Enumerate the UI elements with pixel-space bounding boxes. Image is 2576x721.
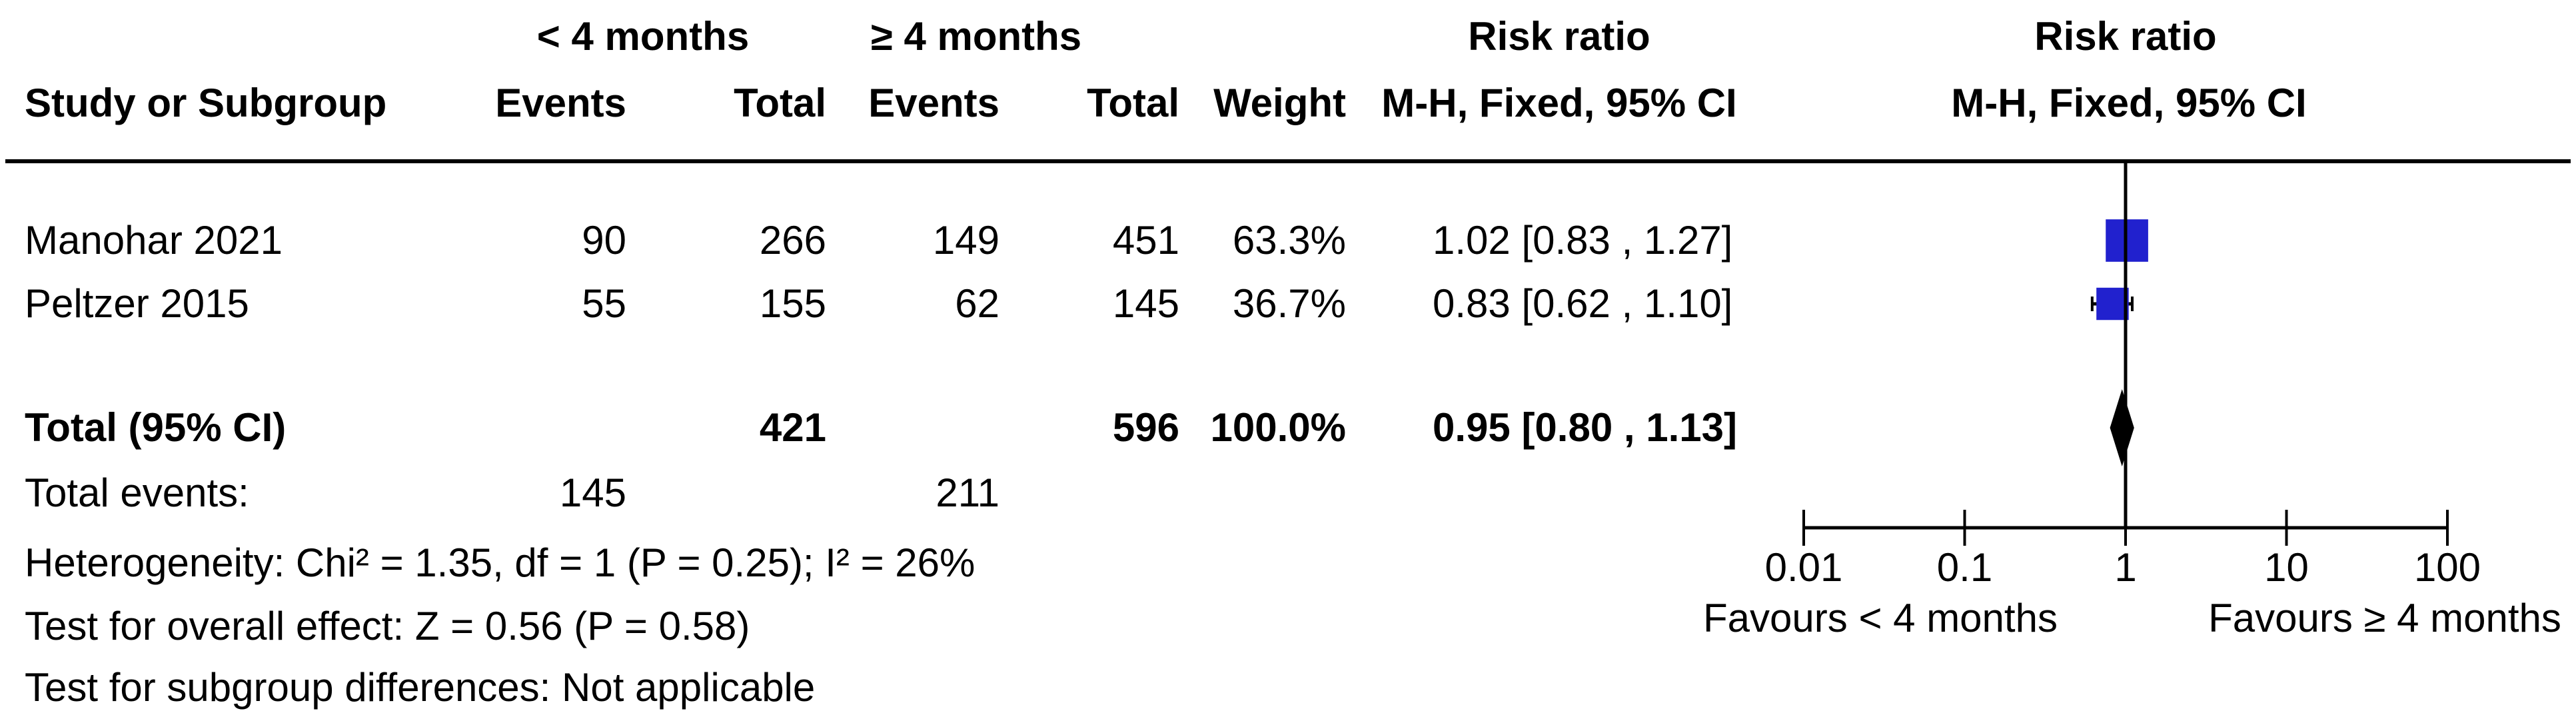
study-total1: 155	[759, 281, 826, 326]
total-row-weight: 100.0%	[1210, 405, 1347, 450]
overall-effect-note: Test for overall effect: Z = 0.56 (P = 0…	[25, 604, 750, 648]
heterogeneity-note: Heterogeneity: Chi² = 1.35, df = 1 (P = …	[25, 540, 975, 585]
total-row-label: Total (95% CI)	[25, 405, 287, 450]
axis-tick-label: 0.1	[1936, 545, 1993, 590]
column-header-total2: Total	[1087, 81, 1179, 125]
column-group-header-risk-ratio-plot: Risk ratio	[2034, 14, 2217, 59]
study-name: Manohar 2021	[25, 218, 283, 263]
column-header-study: Study or Subgroup	[25, 81, 387, 125]
subgroup-differences-note: Test for subgroup differences: Not appli…	[25, 665, 816, 710]
axis-tick-label: 100	[2413, 545, 2481, 590]
study-ci-text: 1.02 [0.83 , 1.27]	[1433, 218, 1733, 263]
study-weight: 63.3%	[1232, 218, 1346, 263]
study-total2: 451	[1112, 218, 1179, 263]
total-events-label: Total events:	[25, 470, 249, 515]
study-events2: 149	[932, 218, 999, 263]
favours-left-label: Favours < 4 months	[1703, 596, 2058, 640]
study-total1: 266	[759, 218, 826, 263]
study-total2: 145	[1112, 281, 1179, 326]
total-row-ci-text: 0.95 [0.80 , 1.13]	[1433, 405, 1737, 450]
total-events-value1: 145	[559, 470, 626, 515]
column-header-total1: Total	[734, 81, 826, 125]
study-events1: 90	[582, 218, 626, 263]
favours-right-label: Favours ≥ 4 months	[2208, 596, 2561, 640]
axis-tick-label: 0.01	[1764, 545, 1843, 590]
study-name: Peltzer 2015	[25, 281, 249, 326]
column-header-mh-ci-plot: M-H, Fixed, 95% CI	[1951, 81, 2307, 125]
total-row-total2: 596	[1112, 405, 1179, 450]
axis-tick-label: 1	[2114, 545, 2137, 590]
axis-tick-label: 10	[2264, 545, 2309, 590]
study-weight-square	[2106, 219, 2148, 262]
total-events-value2: 211	[936, 470, 999, 515]
study-ci-text: 0.83 [0.62 , 1.10]	[1433, 281, 1733, 326]
column-header-weight: Weight	[1213, 81, 1346, 125]
column-group-header-lt4months: < 4 months	[536, 14, 750, 59]
column-header-events1: Events	[495, 81, 626, 125]
column-header-events2: Events	[868, 81, 999, 125]
total-row-total1: 421	[759, 405, 826, 450]
study-weight: 36.7%	[1232, 281, 1346, 326]
column-group-header-ge4months: ≥ 4 months	[870, 14, 1082, 59]
column-header-mh-ci-text: M-H, Fixed, 95% CI	[1381, 81, 1737, 125]
study-events1: 55	[582, 281, 626, 326]
total-diamond	[2110, 389, 2134, 466]
column-group-header-risk-ratio-text: Risk ratio	[1468, 14, 1650, 59]
study-events2: 62	[955, 281, 999, 326]
study-weight-square	[2096, 287, 2129, 321]
